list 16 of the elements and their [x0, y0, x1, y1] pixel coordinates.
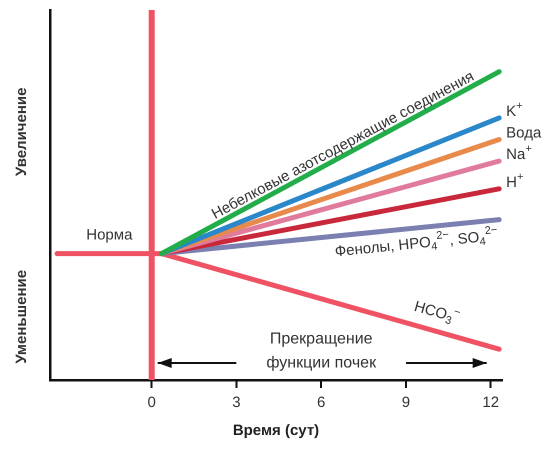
x-tick-label: 3 — [232, 394, 241, 412]
series-label: Вода — [506, 124, 542, 142]
text: Фенолы, HPO42−, SO42− — [334, 224, 498, 260]
x-axis-title: Время (сут) — [232, 422, 320, 440]
annotation: Прекращение функции почек — [266, 330, 378, 372]
x-tick-label: 9 — [402, 394, 410, 412]
series-label: H+ — [506, 170, 524, 191]
text: HCO3− — [412, 298, 462, 328]
text: Уменьшение — [13, 270, 30, 364]
series-label: K+ — [506, 100, 523, 120]
text: Увеличение — [13, 88, 30, 176]
x-tick-label: 0 — [148, 394, 156, 412]
annotation: Норма — [86, 226, 134, 244]
x-tick-label: 12 — [482, 394, 500, 412]
series-label: Na+ — [506, 143, 532, 164]
x-tick-label: 6 — [317, 394, 326, 412]
